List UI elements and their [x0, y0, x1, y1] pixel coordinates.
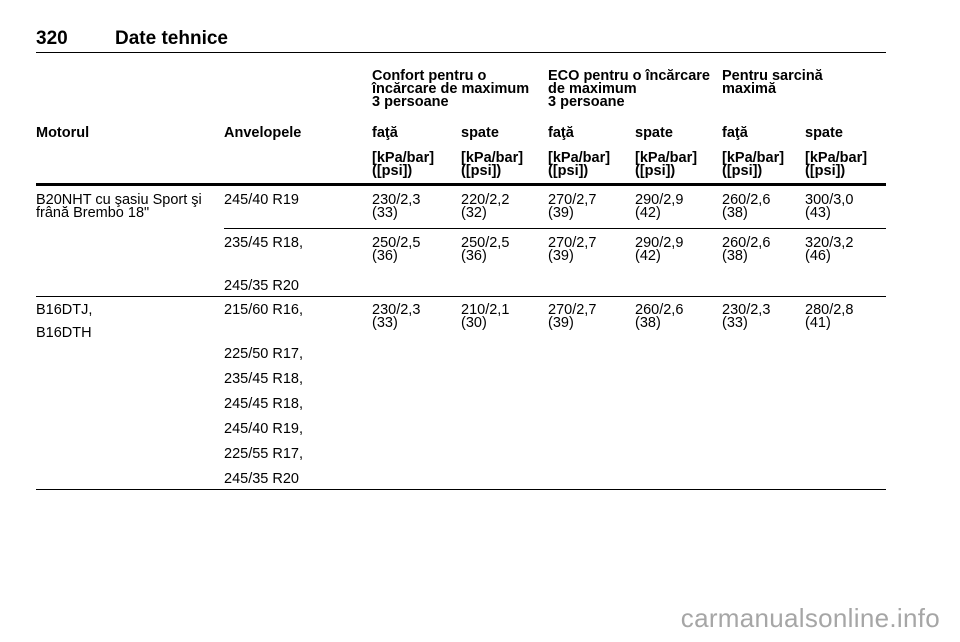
row-divider [224, 228, 886, 229]
table-bottom-rule [36, 489, 886, 490]
row-divider [36, 296, 886, 297]
pressure-cell: 230/2,3 (33) [722, 302, 771, 331]
tyre-cell: 245/45 R18, [224, 396, 304, 412]
pressure-cell: 260/2,6 (38) [722, 235, 771, 264]
pressure-cell: 320/3,2 (46) [805, 235, 854, 264]
unit-label: [kPa/bar] ([psi]) [461, 150, 524, 179]
pressure-cell: 300/3,0 (43) [805, 192, 854, 221]
unit-label: [kPa/bar] ([psi]) [548, 150, 611, 179]
unit-label: [kPa/bar] ([psi]) [722, 150, 785, 179]
tyre-cell: 215/60 R16, [224, 302, 304, 318]
pressure-cell: 220/2,2 (32) [461, 192, 510, 221]
group-heading-comfort: Confort pentru o încărcare de maximum 3 … [372, 68, 530, 110]
column-header-tyres: Anvelopele [224, 125, 302, 141]
column-header-eco-front: faţă [548, 125, 574, 141]
column-header-eco-rear: spate [635, 125, 673, 141]
tyre-cell: 235/45 R18, [224, 235, 304, 251]
engine-cell: B20NHT cu şasiu Sport şi frână Brembo 18… [36, 192, 202, 221]
unit-label: [kPa/bar] ([psi]) [635, 150, 698, 179]
pressure-cell: 270/2,7 (39) [548, 192, 597, 221]
unit-label: [kPa/bar] ([psi]) [372, 150, 435, 179]
group-heading-max-load: Pentru sarcină maximă [722, 68, 823, 97]
tyre-cell: 245/40 R19, [224, 421, 304, 437]
column-header-comfort-front: faţă [372, 125, 398, 141]
pressure-cell: 250/2,5 (36) [372, 235, 421, 264]
pressure-cell: 290/2,9 (42) [635, 192, 684, 221]
column-header-max-front: faţă [722, 125, 748, 141]
page-number: 320 [36, 28, 68, 49]
pressure-cell: 270/2,7 (39) [548, 235, 597, 264]
page-title: Date tehnice [115, 28, 228, 49]
unit-label: [kPa/bar] ([psi]) [805, 150, 868, 179]
column-header-engine: Motorul [36, 125, 90, 141]
pressure-cell: 250/2,5 (36) [461, 235, 510, 264]
pressure-cell: 280/2,8 (41) [805, 302, 854, 331]
pressure-cell: 270/2,7 (39) [548, 302, 597, 331]
pressure-cell: 290/2,9 (42) [635, 235, 684, 264]
watermark: carmanualsonline.info [680, 603, 940, 633]
tyre-cell: 245/40 R19 [224, 192, 299, 208]
tyre-cell: 245/35 R20 [224, 278, 299, 294]
page-header: 320 Date tehnice [36, 26, 886, 53]
column-header-comfort-rear: spate [461, 125, 499, 141]
pressure-cell: 210/2,1 (30) [461, 302, 510, 331]
engine-cell: B16DTJ, [36, 302, 93, 318]
tyre-cell: 225/50 R17, [224, 346, 304, 362]
tyre-cell: 225/55 R17, [224, 446, 304, 462]
tyre-cell: 245/35 R20 [224, 471, 299, 487]
pressure-cell: 230/2,3 (33) [372, 192, 421, 221]
pressure-cell: 260/2,6 (38) [635, 302, 684, 331]
tyre-cell: 235/45 R18, [224, 371, 304, 387]
pressure-cell: 260/2,6 (38) [722, 192, 771, 221]
header-divider [36, 183, 886, 186]
column-header-max-rear: spate [805, 125, 843, 141]
pressure-cell: 230/2,3 (33) [372, 302, 421, 331]
group-heading-eco: ECO pentru o încărcare de maximum 3 pers… [548, 68, 710, 110]
engine-cell: B16DTH [36, 325, 92, 341]
